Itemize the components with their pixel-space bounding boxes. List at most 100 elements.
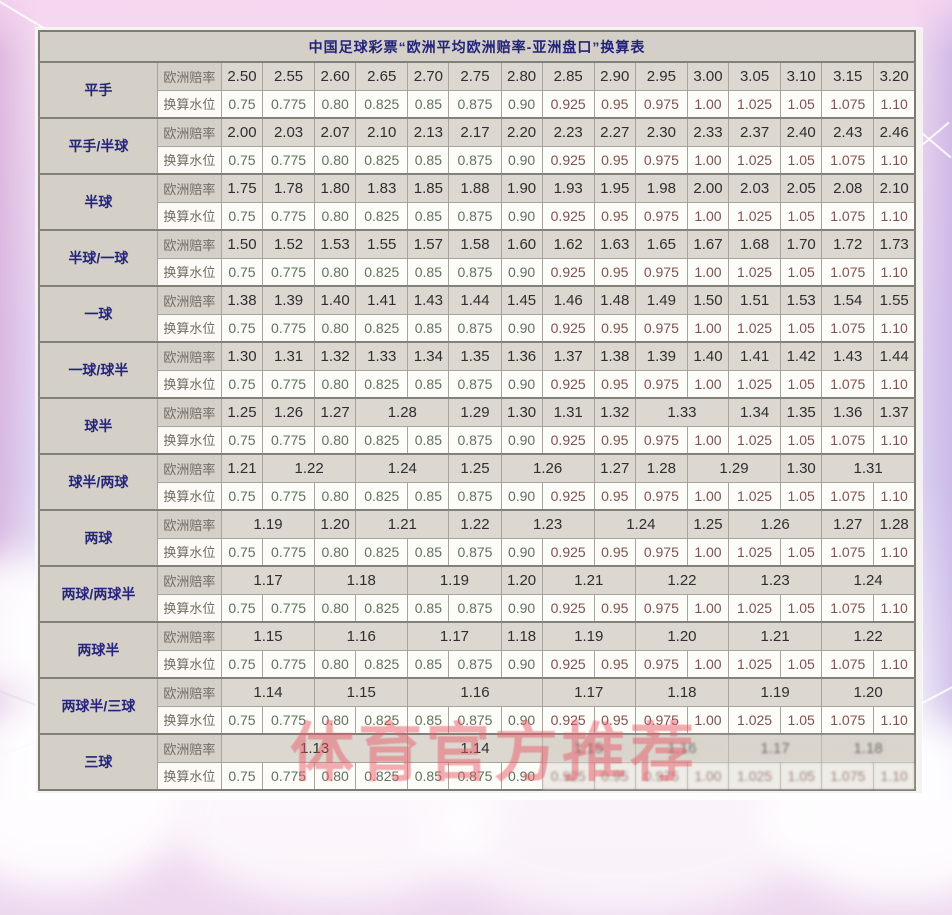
water-value-cell: 0.95: [593, 201, 636, 231]
odds-value-cell: 2.23: [541, 117, 595, 147]
water-value-cell: 1.05: [780, 145, 823, 175]
water-value-cell: 0.80: [314, 145, 357, 175]
row-type-label-water: 换算水位: [156, 201, 222, 231]
water-value-cell: 0.975: [634, 481, 688, 511]
water-value-cell: 0.95: [593, 425, 636, 455]
row-type-label-water: 换算水位: [156, 705, 222, 735]
water-value-cell: 1.075: [821, 145, 875, 175]
water-value-cell: 0.775: [261, 537, 316, 567]
water-value-cell: 0.825: [355, 425, 409, 455]
odds-value-cell: 2.20: [500, 117, 543, 147]
water-value-cell: 0.75: [220, 649, 264, 679]
odds-value-cell: 1.43: [821, 341, 875, 371]
odds-value-cell: 2.55: [261, 61, 316, 91]
water-value-cell: 1.025: [728, 369, 782, 399]
water-value-cell: 0.975: [634, 145, 688, 175]
water-value-cell: 1.05: [780, 313, 823, 343]
water-value-cell: 0.90: [500, 649, 543, 679]
odds-value-cell: 1.65: [634, 229, 688, 259]
odds-value-cell: 1.37: [541, 341, 595, 371]
odds-value-cell: 2.85: [541, 61, 595, 91]
odds-value-cell: 1.18: [500, 621, 543, 651]
odds-value-cell: 1.17: [220, 565, 316, 595]
odds-value-cell: 1.18: [634, 677, 730, 707]
water-value-cell: 1.05: [780, 257, 823, 287]
water-value-cell: 0.95: [593, 481, 636, 511]
water-value-cell: 1.00: [686, 649, 730, 679]
odds-value-cell: 1.18: [821, 733, 916, 763]
water-value-cell: 1.10: [873, 313, 916, 343]
water-value-cell: 0.75: [220, 145, 264, 175]
odds-value-cell: 1.44: [873, 341, 916, 371]
water-value-cell: 1.075: [821, 425, 875, 455]
odds-value-cell: 1.22: [821, 621, 916, 651]
handicap-group: 一球 欧洲赔率 1.38 1.39 1.40 1.41 1.43 1.44 1.45 1.46 1.…: [38, 285, 916, 343]
water-value-cell: 0.875: [448, 537, 502, 567]
water-value-cell: 0.975: [634, 257, 688, 287]
handicap-group: 两球/两球半 欧洲赔率 1.17 1.18 1.19 1.20 1.21 1.22 1.23 1.…: [38, 565, 916, 623]
water-value-cell: 0.90: [500, 369, 543, 399]
water-value-cell: 1.05: [780, 369, 823, 399]
water-value-cell: 0.875: [448, 425, 502, 455]
odds-value-cell: 1.25: [448, 453, 502, 483]
water-value-cell: 0.925: [541, 201, 595, 231]
odds-value-cell: 1.17: [728, 733, 823, 763]
handicap-label: 球半: [38, 397, 158, 455]
handicap-label: 一球: [38, 285, 158, 343]
row-type-label-odds: 欧洲赔率: [156, 565, 222, 595]
row-type-label-water: 换算水位: [156, 257, 222, 287]
water-value-cell: 0.875: [448, 201, 502, 231]
odds-value-cell: 1.28: [873, 509, 916, 539]
odds-value-cell: 1.18: [314, 565, 409, 595]
odds-value-cell: 1.19: [541, 621, 636, 651]
water-value-cell: 0.80: [314, 425, 357, 455]
odds-value-cell: 1.36: [500, 341, 543, 371]
water-value-cell: 0.775: [261, 593, 316, 623]
odds-value-cell: 1.58: [448, 229, 502, 259]
water-value-cell: 0.85: [407, 537, 450, 567]
odds-value-cell: 1.44: [448, 285, 502, 315]
odds-value-cell: 1.21: [728, 621, 823, 651]
water-value-cell: 0.90: [500, 89, 543, 119]
water-value-cell: 1.10: [873, 537, 916, 567]
water-value-cell: 0.85: [407, 425, 450, 455]
handicap-group: 平手 欧洲赔率 2.50 2.55 2.60 2.65 2.70 2.75 2.80 2.85 2.…: [38, 61, 916, 119]
odds-value-cell: 1.93: [541, 173, 595, 203]
odds-value-cell: 2.95: [634, 61, 688, 91]
water-value-cell: 0.90: [500, 705, 543, 735]
odds-value-cell: 2.65: [355, 61, 409, 91]
water-value-cell: 0.85: [407, 145, 450, 175]
odds-value-cell: 1.31: [541, 397, 595, 427]
water-value-cell: 0.925: [541, 481, 595, 511]
water-value-cell: 0.975: [634, 89, 688, 119]
odds-value-cell: 1.37: [873, 397, 916, 427]
odds-value-cell: 3.00: [686, 61, 730, 91]
water-value-cell: 1.05: [780, 481, 823, 511]
odds-value-cell: 1.60: [500, 229, 543, 259]
odds-value-cell: 1.38: [220, 285, 264, 315]
water-value-cell: 0.75: [220, 481, 264, 511]
handicap-group: 三球 欧洲赔率 1.13 1.14 1.15 1.16 1.17 1.18 换算水位 0.75 0.…: [38, 733, 916, 791]
odds-value-cell: 1.42: [780, 341, 823, 371]
water-value-cell: 0.825: [355, 537, 409, 567]
water-value-cell: 0.90: [500, 145, 543, 175]
odds-value-cell: 1.72: [821, 229, 875, 259]
odds-value-cell: 1.32: [593, 397, 636, 427]
water-value-cell: 1.00: [686, 705, 730, 735]
odds-value-cell: 1.52: [261, 229, 316, 259]
handicap-label: 半球: [38, 173, 158, 231]
odds-value-cell: 1.24: [355, 453, 450, 483]
odds-value-cell: 2.13: [407, 117, 450, 147]
water-value-cell: 0.75: [220, 257, 264, 287]
odds-value-cell: 2.07: [314, 117, 357, 147]
water-value-cell: 0.925: [541, 537, 595, 567]
odds-value-cell: 1.43: [407, 285, 450, 315]
odds-value-cell: 1.41: [355, 285, 409, 315]
water-value-cell: 0.775: [261, 369, 316, 399]
water-value-cell: 0.85: [407, 481, 450, 511]
water-value-cell: 0.90: [500, 481, 543, 511]
odds-value-cell: 3.10: [780, 61, 823, 91]
water-value-cell: 0.80: [314, 705, 357, 735]
water-value-cell: 1.025: [728, 201, 782, 231]
row-type-label-odds: 欧洲赔率: [156, 61, 222, 91]
